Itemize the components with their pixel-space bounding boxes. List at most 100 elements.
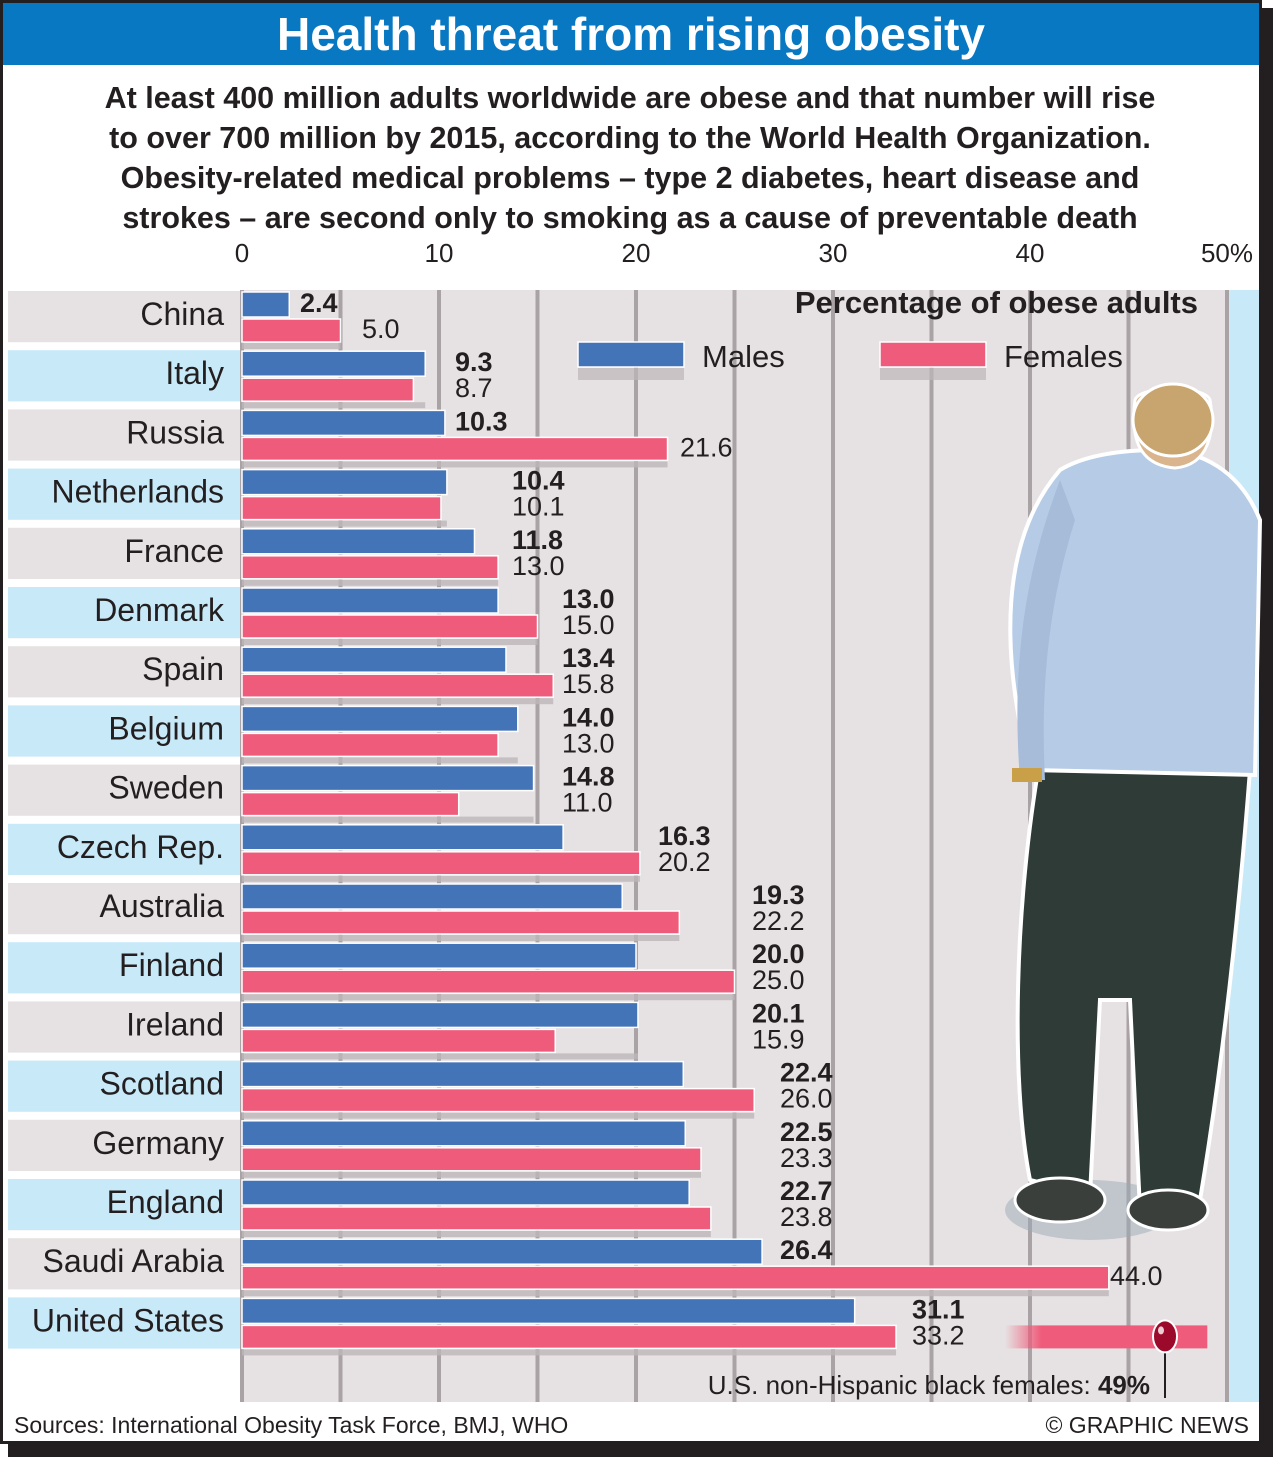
data-label-males: 13.0: [562, 584, 615, 614]
intro-line: Obesity-related medical problems – type …: [120, 161, 1140, 195]
row-label-background: [8, 1001, 240, 1053]
copyright-text: © GRAPHIC NEWS: [1045, 1412, 1249, 1438]
legend-swatch-shadow: [578, 368, 684, 380]
row-label-background: [8, 942, 240, 994]
data-label-males: 20.0: [752, 939, 805, 969]
category-label: England: [107, 1184, 224, 1220]
data-label-females: 44.0: [1110, 1261, 1163, 1291]
x-tick-label: 0: [235, 238, 249, 268]
category-label: France: [124, 533, 224, 569]
x-tick-label: 20: [622, 238, 651, 268]
bar-males: [241, 1120, 686, 1147]
intro-line: At least 400 million adults worldwide ar…: [104, 81, 1156, 115]
sources-text: Sources: International Obesity Task Forc…: [14, 1412, 569, 1438]
data-label-females: 13.0: [512, 551, 565, 581]
data-label-males: 20.1: [752, 998, 805, 1028]
row-label-background: [8, 587, 240, 639]
bar-females: [241, 1087, 755, 1113]
bar-females: [241, 1147, 702, 1172]
data-label-males: 19.3: [752, 880, 805, 910]
bar-males: [241, 291, 291, 318]
data-label-males: 22.4: [780, 1058, 833, 1088]
legend-label-females: Females: [1004, 339, 1123, 374]
category-label: Ireland: [126, 1006, 224, 1042]
gridline: [732, 290, 737, 1402]
frame-shadow-right: [1262, 8, 1273, 1457]
data-label-males: 11.8: [512, 525, 563, 555]
row-label-background: [8, 350, 240, 402]
bar-shadow: [242, 698, 554, 705]
bar-females: [241, 851, 641, 876]
row-label-background: [8, 291, 240, 343]
intro-line: strokes – are second only to smoking as …: [122, 201, 1138, 235]
row-label-background: [8, 705, 240, 757]
bar-shadow: [242, 875, 640, 882]
bar-males: [241, 409, 446, 437]
data-label-females: 25.0: [752, 965, 805, 995]
annotation-pin-highlight: [1158, 1326, 1164, 1335]
x-tick-label: 40: [1016, 238, 1045, 268]
category-label: Finland: [119, 947, 224, 983]
data-label-males: 14.0: [562, 702, 615, 732]
bar-males: [241, 1060, 685, 1088]
data-label-males: 10.3: [455, 406, 508, 436]
bar-females: [241, 673, 555, 698]
data-label-females: 26.0: [780, 1084, 833, 1114]
bar-males: [241, 764, 535, 792]
legend-swatch-females: [879, 341, 987, 368]
bar-females: [241, 910, 681, 935]
annotation-text: U.S. non-Hispanic black females: 49%: [708, 1370, 1150, 1400]
bar-females: [241, 318, 342, 343]
bar-males: [241, 1179, 690, 1206]
intro-text: At least 400 million adults worldwide ar…: [10, 78, 1250, 238]
category-label: Germany: [92, 1125, 224, 1161]
bar-shadow: [242, 816, 534, 823]
bar-shadow: [242, 994, 735, 1001]
bar-males: [241, 350, 426, 377]
bar-shadow: [242, 757, 518, 764]
intro-line: to over 700 million by 2015, according t…: [109, 121, 1151, 155]
bar-males: [241, 587, 499, 614]
bar-males: [241, 942, 637, 969]
bar-females: [241, 969, 736, 994]
data-label-males: 2.4: [300, 288, 338, 318]
bar-females: [241, 495, 442, 521]
row-label-background: [8, 409, 240, 461]
bar-males: [241, 1001, 639, 1029]
data-label-females: 10.1: [512, 492, 565, 522]
annotation-pin-head: [1152, 1319, 1178, 1354]
bar-males: [241, 705, 519, 733]
bar-males: [241, 468, 448, 496]
category-label: Belgium: [108, 710, 224, 746]
legend-swatch-shadow: [880, 368, 986, 380]
category-label: Sweden: [108, 770, 224, 806]
bar-females: [241, 732, 499, 758]
bar-shadow: [242, 1112, 755, 1119]
row-label-background: [8, 1060, 240, 1112]
data-label-males: 31.1: [912, 1294, 965, 1324]
data-label-males: 22.7: [780, 1176, 833, 1206]
page-title: Health threat from rising obesity: [3, 3, 1259, 65]
row-label-background: [8, 764, 240, 816]
category-label: Czech Rep.: [57, 829, 224, 865]
category-label: Netherlands: [51, 474, 224, 510]
data-label-females: 8.7: [455, 373, 493, 403]
category-label: China: [140, 296, 224, 332]
category-label: Spain: [142, 651, 224, 687]
data-label-females: 23.3: [780, 1143, 833, 1173]
bar-females: [241, 614, 539, 639]
bar-shadow: [242, 579, 499, 586]
data-label-males: 10.4: [512, 466, 565, 496]
bar-shadow: [242, 1231, 711, 1237]
data-label-females: 23.8: [780, 1202, 833, 1232]
category-label: United States: [32, 1302, 224, 1338]
category-label: Russia: [126, 414, 224, 450]
x-tick-label: 30: [819, 238, 848, 268]
gridline: [831, 290, 835, 1402]
row-label-background: [8, 646, 240, 698]
data-label-females: 15.9: [752, 1024, 805, 1054]
data-label-females: 21.6: [680, 432, 733, 462]
bar-females: [241, 1324, 897, 1350]
legend-label-males: Males: [702, 339, 785, 374]
bar-shadow: [242, 402, 426, 409]
